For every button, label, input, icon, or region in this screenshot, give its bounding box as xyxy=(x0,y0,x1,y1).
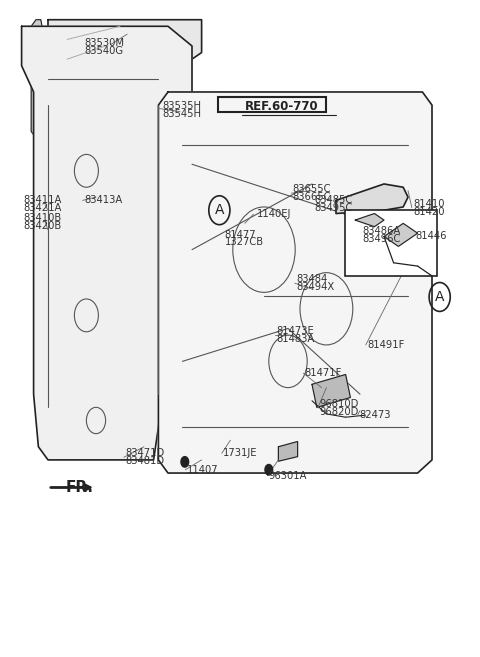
Polygon shape xyxy=(48,20,202,99)
Text: 81471F: 81471F xyxy=(305,368,342,378)
Text: 81491F: 81491F xyxy=(367,340,405,350)
Polygon shape xyxy=(278,442,298,461)
Text: 83496C: 83496C xyxy=(362,234,401,244)
Text: 81420: 81420 xyxy=(414,206,445,217)
Text: 81477: 81477 xyxy=(225,229,256,240)
Text: 1140EJ: 1140EJ xyxy=(257,209,291,219)
Text: 96301A: 96301A xyxy=(269,470,307,481)
Text: 1327CB: 1327CB xyxy=(225,237,264,248)
Text: 83421A: 83421A xyxy=(23,203,61,214)
Text: 83494X: 83494X xyxy=(296,282,335,292)
Text: 83486A: 83486A xyxy=(362,226,401,237)
Bar xyxy=(218,97,326,112)
Text: 1731JE: 1731JE xyxy=(223,448,258,459)
Text: 83420B: 83420B xyxy=(23,221,61,231)
Text: 83410B: 83410B xyxy=(23,213,61,223)
Text: A: A xyxy=(215,203,224,217)
Circle shape xyxy=(181,457,189,467)
Polygon shape xyxy=(31,20,43,138)
Text: 83481D: 83481D xyxy=(126,456,165,466)
Text: 83471D: 83471D xyxy=(126,448,165,459)
Text: 83484: 83484 xyxy=(296,274,327,284)
Text: 96810D: 96810D xyxy=(319,399,359,409)
Circle shape xyxy=(265,464,273,475)
Text: 83485C: 83485C xyxy=(314,195,353,206)
Text: 83540G: 83540G xyxy=(84,45,123,56)
Text: 83413A: 83413A xyxy=(84,195,122,206)
Text: REF.60-770: REF.60-770 xyxy=(245,100,318,113)
Bar xyxy=(345,210,437,276)
Text: 83535H: 83535H xyxy=(162,101,201,112)
Text: 96820D: 96820D xyxy=(319,407,359,417)
Text: 83545H: 83545H xyxy=(162,109,201,120)
Polygon shape xyxy=(22,26,192,460)
Text: 83495C: 83495C xyxy=(314,203,353,214)
Text: 83655C: 83655C xyxy=(293,184,331,194)
Text: 81446: 81446 xyxy=(415,231,447,241)
Text: 82473: 82473 xyxy=(359,410,391,420)
Polygon shape xyxy=(312,374,350,407)
Text: 81410: 81410 xyxy=(414,198,445,209)
Polygon shape xyxy=(336,184,408,214)
Text: 81483A: 81483A xyxy=(276,334,314,344)
Text: A: A xyxy=(435,290,444,304)
Text: 83530M: 83530M xyxy=(84,37,124,48)
Text: 81473E: 81473E xyxy=(276,326,314,336)
Text: FR.: FR. xyxy=(66,480,94,495)
Polygon shape xyxy=(355,214,384,227)
Text: 83665C: 83665C xyxy=(293,192,331,202)
Text: 83411A: 83411A xyxy=(23,195,61,206)
Text: 11407: 11407 xyxy=(187,464,218,475)
Polygon shape xyxy=(384,223,418,246)
Polygon shape xyxy=(158,92,432,473)
